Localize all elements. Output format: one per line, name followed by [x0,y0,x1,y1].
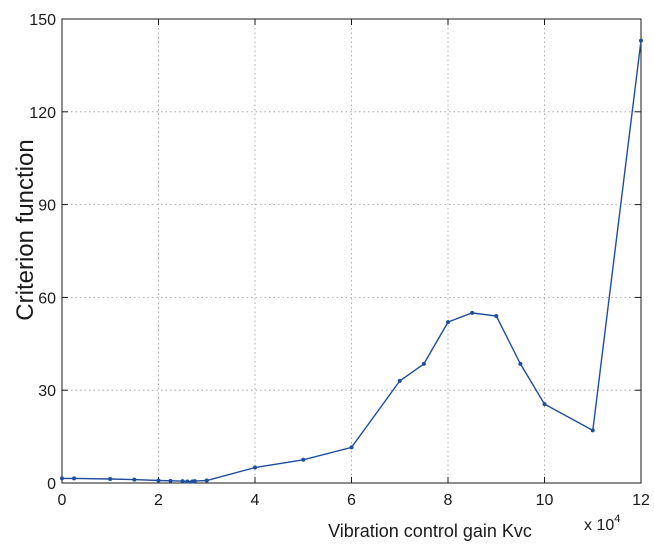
x-tick-label: 12 [632,492,650,509]
x-tick-label: 0 [58,492,67,509]
grid-lines [62,19,641,483]
data-point [301,457,306,462]
data-point [156,478,161,483]
data-point [253,465,257,470]
data-point [542,402,547,407]
x-tick-label: 4 [251,492,260,509]
data-point [204,478,209,483]
axis-ticks [61,18,642,484]
y-tick-label: 0 [47,476,56,493]
data-point [494,313,499,318]
data-point [397,378,402,383]
x-tick-label: 10 [536,492,554,509]
y-tick-label: 90 [38,198,56,215]
plot-frame [61,18,642,484]
data-point [60,476,64,481]
x-axis-multiplier: x 104 [584,513,620,534]
x-tick-label: 2 [154,492,163,509]
series [60,38,643,484]
data-point [518,361,523,366]
y-axis-title: Criterion function [12,139,39,320]
x-axis-multiplier-base: x 10 [584,517,614,534]
x-axis-multiplier-exponent: 4 [614,513,620,525]
x-axis-title: Vibration control gain Kvc [328,521,532,541]
y-tick-label: 30 [38,383,56,400]
y-tick-label: 60 [38,290,56,307]
data-point [446,320,450,325]
data-point [590,428,595,433]
data-point [639,38,643,43]
y-tick-label: 120 [29,105,56,122]
x-tick-label: 6 [347,492,356,509]
data-point [185,479,190,484]
data-point [349,445,354,450]
data-point [421,361,426,366]
data-point [180,479,185,484]
data-point [132,477,137,482]
data-point [192,479,197,484]
x-tick-label: 8 [444,492,453,509]
data-point [168,478,173,483]
data-point [108,476,113,481]
y-tick-label: 150 [29,12,56,29]
data-point [470,310,475,315]
data-point [72,476,77,481]
